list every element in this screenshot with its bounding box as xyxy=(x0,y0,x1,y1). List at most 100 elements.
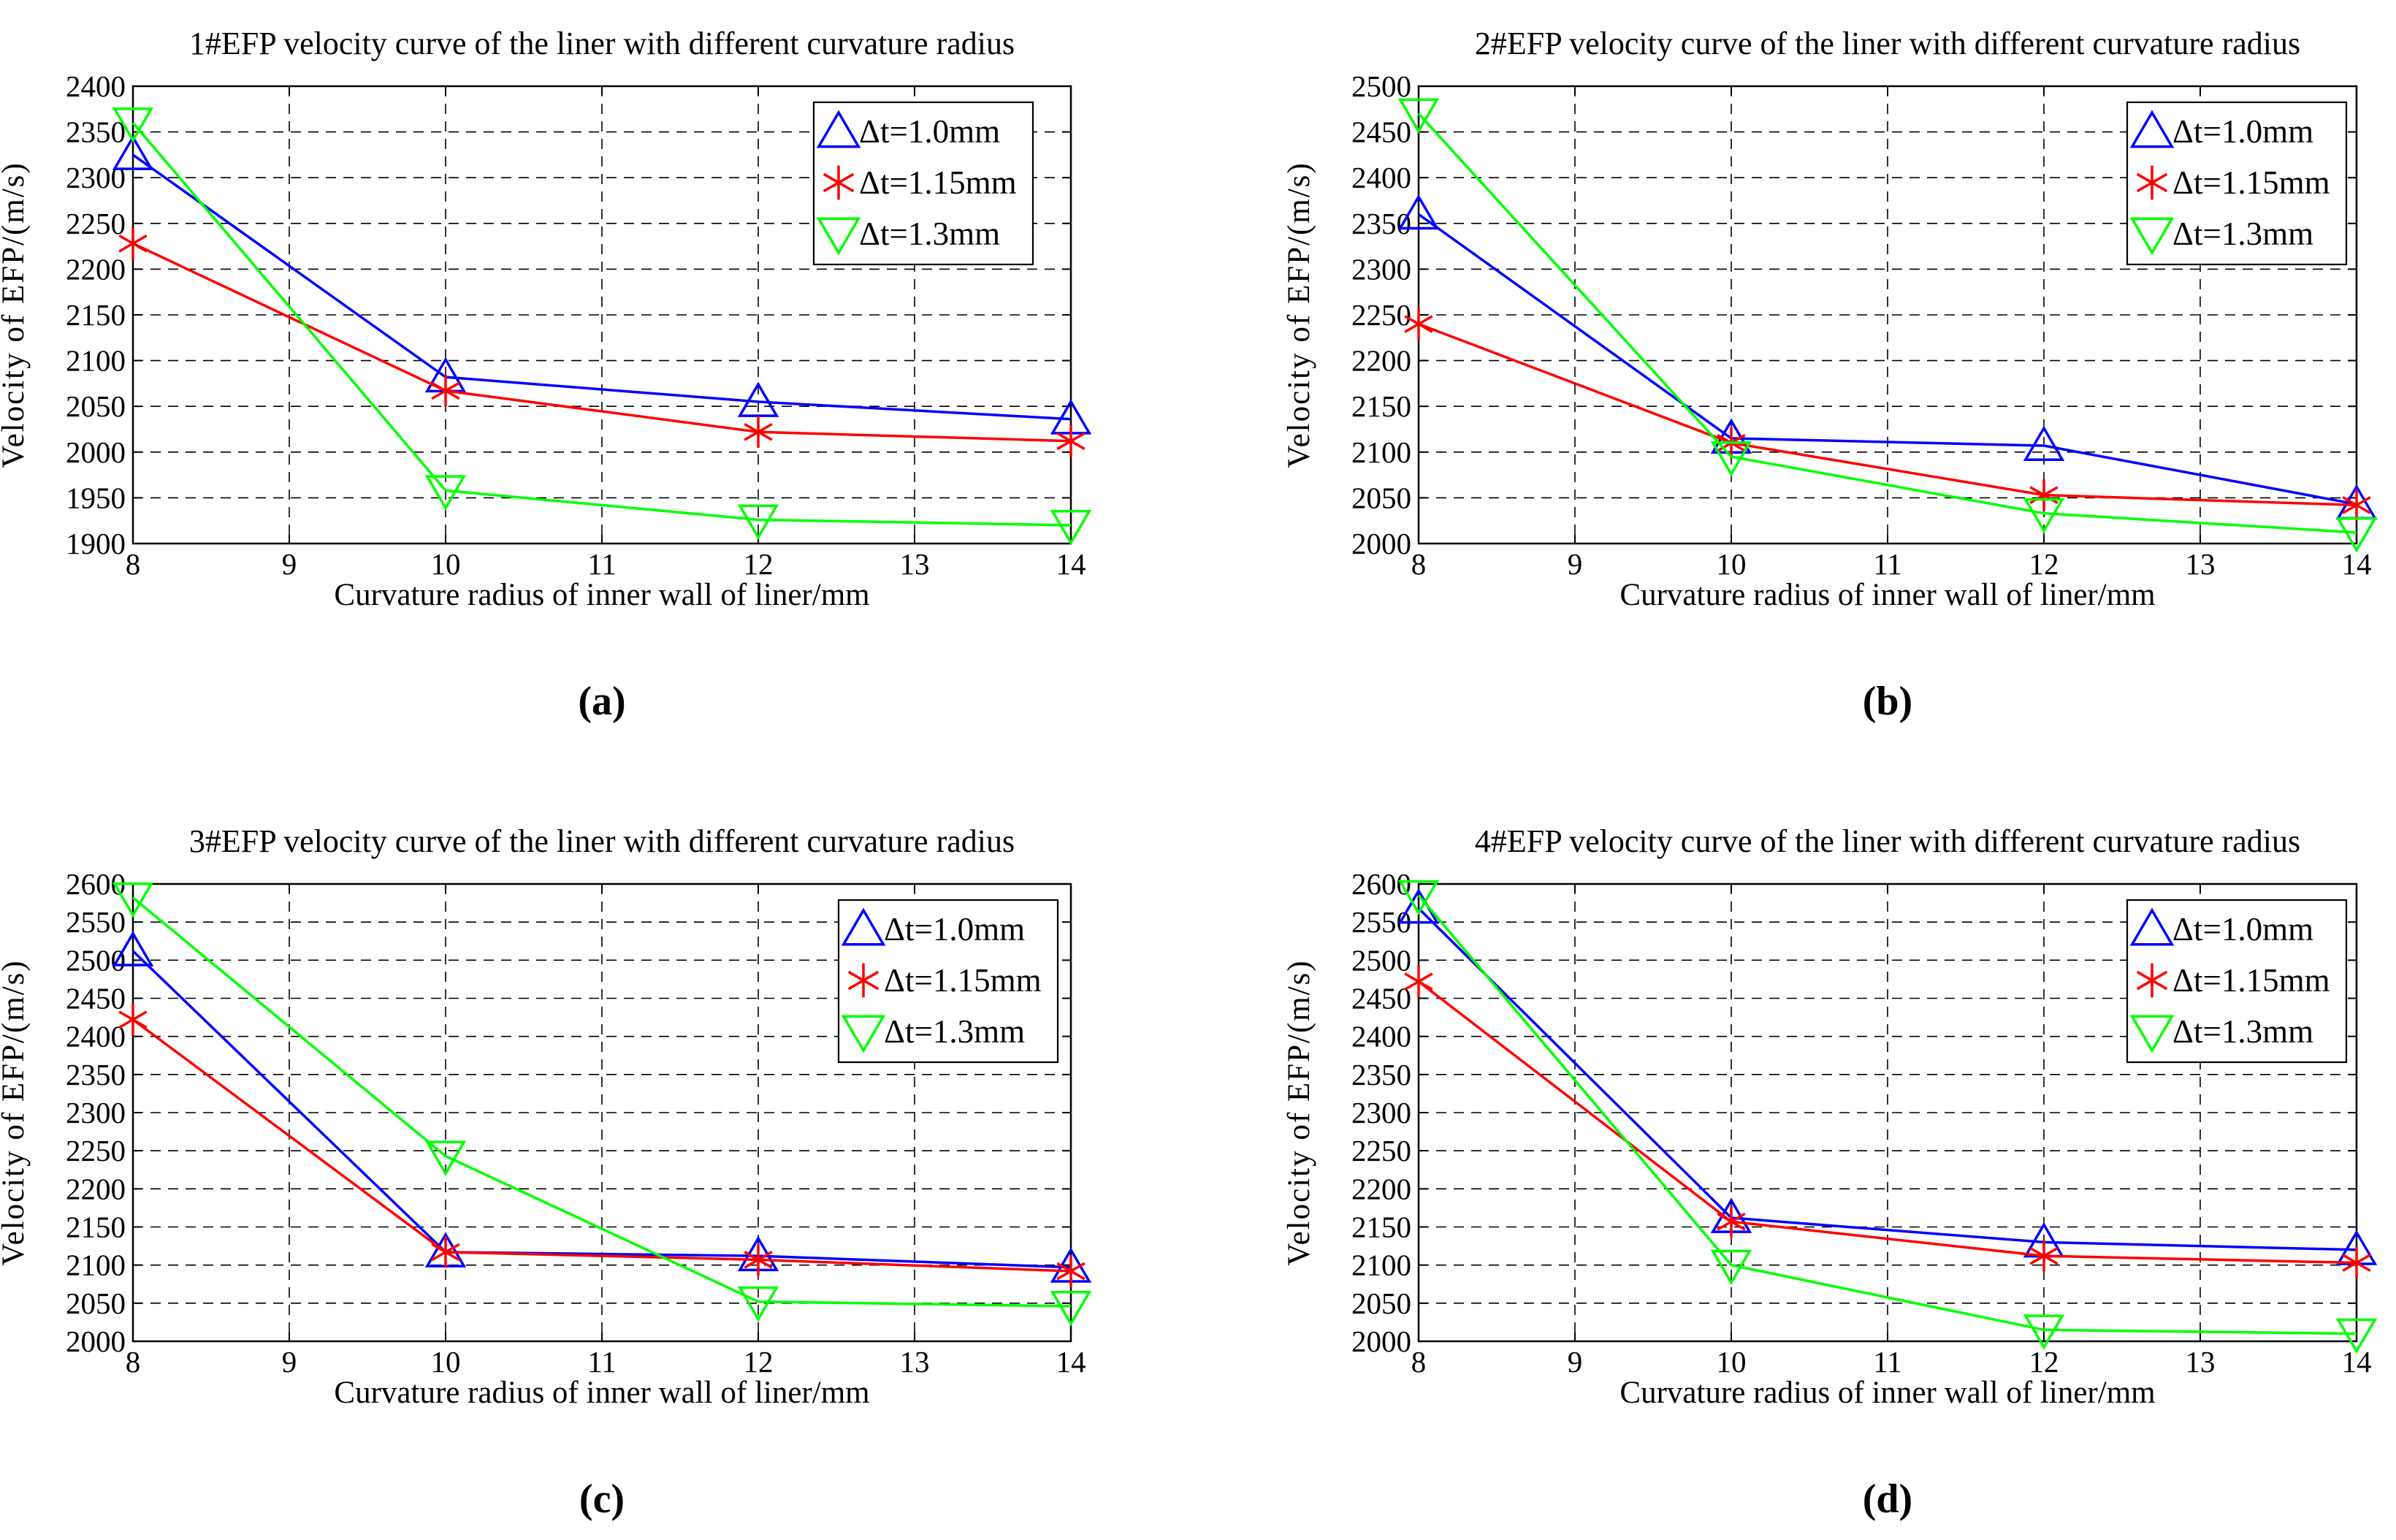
y-axis-label: Velocity of EFP/(m/s) xyxy=(0,959,31,1265)
legend-marker xyxy=(2136,165,2168,200)
y-tick-label: 2200 xyxy=(1351,344,1411,378)
legend-marker xyxy=(2129,217,2175,256)
y-tick-label: 2300 xyxy=(1351,1096,1411,1129)
panel-label: (a) xyxy=(578,679,625,724)
y-tick-label: 2150 xyxy=(1351,389,1411,423)
y-tick-label: 1950 xyxy=(66,481,126,514)
data-point xyxy=(431,1236,460,1268)
y-tick-label: 2100 xyxy=(66,1249,126,1282)
chart-title: 3#EFP velocity curve of the liner with d… xyxy=(189,823,1015,859)
data-point xyxy=(431,375,460,407)
y-tick-label: 2500 xyxy=(1351,69,1411,103)
legend-box xyxy=(812,101,1034,266)
y-tick-label: 2050 xyxy=(66,389,126,423)
y-tick-label: 2050 xyxy=(66,1286,126,1320)
x-tick-label: 12 xyxy=(2029,547,2059,581)
chart-4: 8 9 10 11 12 13 142000205021002150220022502300… xyxy=(1282,823,2378,1522)
data-point xyxy=(1710,441,1752,477)
series-line xyxy=(1417,113,2357,534)
series-3 xyxy=(1397,98,2378,553)
y-axis-label: Velocity of EFP/(m/s) xyxy=(1282,161,1316,468)
legend-label: Δt=1.15mm xyxy=(2172,164,2330,201)
series-line xyxy=(131,1018,1072,1273)
data-point xyxy=(737,504,779,540)
series-line xyxy=(131,153,1072,421)
x-tick-label: 13 xyxy=(900,547,930,581)
series-3 xyxy=(112,882,1092,1327)
series-line xyxy=(132,242,1072,443)
chart-3: 8 9 10 11 12 13 14 2000 2050 2100 2150 2200 2250 2300… xyxy=(0,823,1092,1522)
y-tick-label: 2400 xyxy=(66,1020,126,1053)
data-point xyxy=(424,1140,467,1176)
y-tick-label: 2000 xyxy=(66,1324,126,1358)
data-point xyxy=(1404,308,1433,340)
x-tick-label: 8 xyxy=(1411,547,1427,581)
series-line xyxy=(1418,322,2357,507)
x-axis-label: Curvature radius of inner wall of liner/… xyxy=(1619,1376,2155,1410)
data-point xyxy=(2335,517,2378,553)
x-tick-label: 10 xyxy=(431,547,461,581)
y-tick-label: 2000 xyxy=(1351,1324,1411,1358)
y-tick-label: 2050 xyxy=(1351,481,1411,514)
x-tick-label: 13 xyxy=(2186,547,2216,581)
x-tick-label: 8 xyxy=(126,547,141,581)
data-point xyxy=(2335,1318,2378,1354)
x-tick-label: 13 xyxy=(900,1345,930,1379)
chart-1: 8 9 10 11 12 13 14 1900 1950 2000 2050 2100 2150 2200… xyxy=(0,26,1092,724)
data-point xyxy=(2023,498,2065,534)
x-tick-label: 13 xyxy=(2186,1345,2216,1379)
x-tick-label: 9 xyxy=(282,1345,297,1379)
data-point xyxy=(2029,1240,2059,1272)
x-tick-label: 9 xyxy=(1568,547,1583,581)
series-3 xyxy=(1397,880,2378,1354)
legend-label: Δt=1.0mm xyxy=(884,911,1025,948)
data-point xyxy=(112,107,154,143)
y-tick-label: 2450 xyxy=(1351,982,1411,1015)
x-tick-label: 11 xyxy=(1873,547,1901,581)
series-3 xyxy=(112,107,1092,546)
y-tick-label: 2300 xyxy=(66,1096,126,1129)
legend-label: Δt=1.3mm xyxy=(2172,1013,2313,1050)
legend: Δt=1.0mm Δt=1.15mm Δt=1.3mm xyxy=(837,899,1059,1064)
legend-box xyxy=(837,899,1059,1064)
data-point xyxy=(1397,194,1440,230)
x-tick-label: 9 xyxy=(1568,1345,1583,1379)
data-point xyxy=(1717,1205,1746,1238)
legend-marker xyxy=(841,1015,886,1053)
data-point xyxy=(2342,489,2371,522)
legend-marker xyxy=(841,907,886,946)
data-point xyxy=(2342,1246,2371,1279)
y-tick-label: 2450 xyxy=(66,982,126,1015)
legend-label: Δt=1.15mm xyxy=(859,164,1017,201)
legend-label: Δt=1.3mm xyxy=(859,216,1000,252)
y-tick-label: 2000 xyxy=(66,435,126,469)
series-line xyxy=(1417,907,2357,1251)
y-tick-label: 2300 xyxy=(1351,252,1411,286)
data-point xyxy=(424,475,467,511)
y-tick-label: 2250 xyxy=(1351,1134,1411,1167)
y-tick-label: 2400 xyxy=(66,69,126,103)
y-tick-label: 2350 xyxy=(1351,207,1411,240)
data-point xyxy=(112,134,154,170)
panel-label: (b) xyxy=(1863,679,1912,724)
legend-marker xyxy=(823,165,855,200)
chart-2: 8 9 10 11 12 13 14 2000 2050 2100 2150 2200 2250 2300… xyxy=(1282,26,2378,724)
x-tick-label: 10 xyxy=(431,1345,461,1379)
y-tick-label: 2450 xyxy=(1351,115,1411,149)
y-tick-label: 2400 xyxy=(1351,161,1411,194)
y-tick-label: 2500 xyxy=(66,943,126,977)
y-tick-label: 2100 xyxy=(66,344,126,378)
x-tick-label: 10 xyxy=(1717,547,1747,581)
legend-box xyxy=(2126,899,2348,1064)
series-line xyxy=(131,950,1072,1269)
series-line xyxy=(1417,980,2357,1265)
x-tick-label: 12 xyxy=(744,547,774,581)
y-tick-label: 2050 xyxy=(1351,1286,1411,1320)
legend-marker xyxy=(2129,110,2175,148)
legend-marker xyxy=(2129,1015,2175,1053)
x-tick-label: 11 xyxy=(1873,1345,1901,1379)
x-tick-label: 11 xyxy=(587,547,616,581)
legend-label: Δt=1.0mm xyxy=(2172,113,2313,150)
data-point xyxy=(118,227,148,259)
